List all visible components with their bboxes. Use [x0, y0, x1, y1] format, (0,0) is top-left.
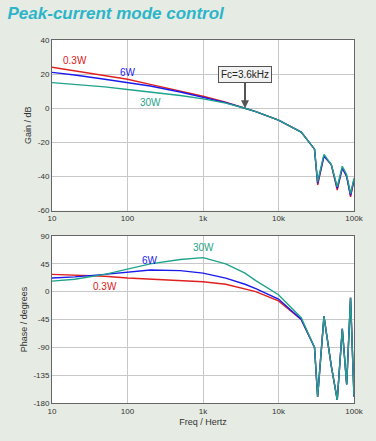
- svg-text:-40: -40: [38, 172, 50, 181]
- svg-text:-180: -180: [33, 399, 50, 408]
- svg-text:Freq / Hertz: Freq / Hertz: [179, 417, 227, 427]
- svg-text:10: 10: [48, 214, 57, 223]
- svg-text:0.3W: 0.3W: [63, 55, 87, 66]
- svg-text:0: 0: [45, 287, 50, 296]
- svg-text:0: 0: [45, 104, 50, 113]
- svg-text:-90: -90: [38, 343, 50, 352]
- svg-text:1k: 1k: [199, 407, 208, 416]
- svg-text:-135: -135: [33, 371, 50, 380]
- svg-text:100: 100: [121, 214, 135, 223]
- svg-text:100k: 100k: [345, 407, 363, 416]
- svg-text:90: 90: [40, 232, 49, 241]
- svg-text:Peak-current mode control: Peak-current mode control: [8, 4, 226, 23]
- svg-text:Fc=3.6kHz: Fc=3.6kHz: [221, 69, 269, 80]
- svg-text:6W: 6W: [120, 67, 136, 78]
- svg-text:10k: 10k: [272, 407, 286, 416]
- svg-text:45: 45: [40, 260, 49, 269]
- svg-text:20: 20: [40, 70, 49, 79]
- svg-text:6W: 6W: [142, 255, 158, 266]
- svg-text:-45: -45: [38, 315, 50, 324]
- svg-text:30W: 30W: [193, 242, 214, 253]
- svg-text:1k: 1k: [199, 214, 208, 223]
- svg-text:-20: -20: [38, 138, 50, 147]
- svg-text:-60: -60: [38, 206, 50, 215]
- svg-text:Phase / degrees: Phase / degrees: [19, 286, 29, 352]
- svg-text:0.3W: 0.3W: [93, 281, 117, 292]
- svg-text:Gain / dB: Gain / dB: [23, 107, 33, 145]
- svg-text:100k: 100k: [345, 214, 363, 223]
- svg-text:10k: 10k: [272, 214, 286, 223]
- svg-text:40: 40: [40, 36, 49, 45]
- svg-text:30W: 30W: [140, 97, 161, 108]
- svg-text:10: 10: [48, 407, 57, 416]
- svg-text:100: 100: [121, 407, 135, 416]
